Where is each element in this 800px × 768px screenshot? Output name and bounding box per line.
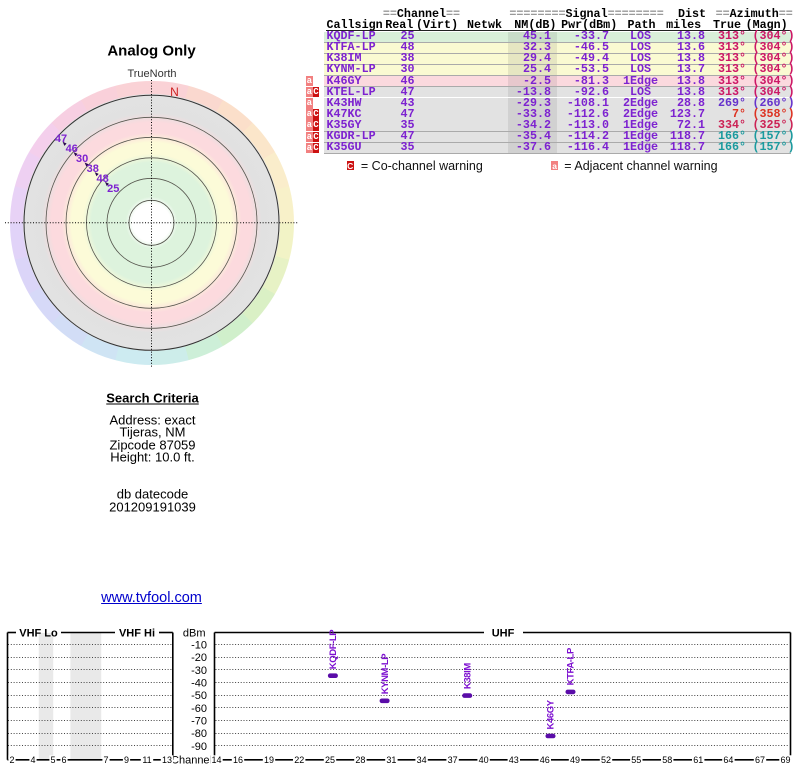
- svg-text:K38IM: K38IM: [462, 663, 473, 689]
- svg-text:22: 22: [294, 755, 304, 765]
- svg-text:43: 43: [509, 755, 519, 765]
- svg-text:K46GY: K46GY: [546, 699, 557, 729]
- svg-text:34: 34: [417, 755, 427, 765]
- svg-text:13: 13: [162, 755, 172, 765]
- svg-text:-60: -60: [191, 703, 207, 715]
- svg-text:KYNM-LP: KYNM-LP: [380, 653, 391, 695]
- svg-text:69: 69: [780, 755, 790, 765]
- svg-text:40: 40: [479, 755, 489, 765]
- svg-text:-20: -20: [191, 652, 207, 664]
- svg-text:VHF Hi: VHF Hi: [119, 628, 155, 640]
- svg-text:25: 25: [325, 755, 335, 765]
- svg-text:-50: -50: [191, 690, 207, 702]
- svg-text:-30: -30: [191, 665, 207, 677]
- svg-text:2: 2: [9, 755, 14, 765]
- svg-text:-80: -80: [191, 728, 207, 740]
- svg-text:KTFA-LP: KTFA-LP: [566, 647, 577, 685]
- svg-text:16: 16: [233, 755, 243, 765]
- svg-text:55: 55: [631, 755, 641, 765]
- svg-text:58: 58: [662, 755, 672, 765]
- svg-text:VHF Lo: VHF Lo: [19, 628, 58, 640]
- svg-text:KQDF-LP: KQDF-LP: [328, 629, 339, 669]
- svg-text:19: 19: [264, 755, 274, 765]
- svg-text:6: 6: [61, 755, 66, 765]
- svg-text:-40: -40: [191, 678, 207, 690]
- svg-text:46: 46: [540, 755, 550, 765]
- svg-text:-90: -90: [191, 741, 207, 753]
- svg-text:28: 28: [355, 755, 365, 765]
- svg-text:5: 5: [50, 755, 55, 765]
- svg-text:Channel: Channel: [171, 754, 212, 766]
- svg-text:49: 49: [570, 755, 580, 765]
- svg-text:UHF: UHF: [492, 628, 515, 640]
- svg-text:37: 37: [448, 755, 458, 765]
- svg-text:7: 7: [103, 755, 108, 765]
- svg-text:14: 14: [211, 755, 221, 765]
- svg-text:dBm: dBm: [183, 628, 206, 640]
- svg-text:31: 31: [386, 755, 396, 765]
- svg-text:4: 4: [30, 755, 35, 765]
- svg-text:-10: -10: [191, 640, 207, 652]
- svg-text:64: 64: [723, 755, 733, 765]
- svg-text:9: 9: [124, 755, 129, 765]
- svg-text:61: 61: [693, 755, 703, 765]
- svg-text:-70: -70: [191, 716, 207, 728]
- svg-text:11: 11: [142, 755, 151, 765]
- svg-text:52: 52: [601, 755, 611, 765]
- svg-text:67: 67: [755, 755, 765, 765]
